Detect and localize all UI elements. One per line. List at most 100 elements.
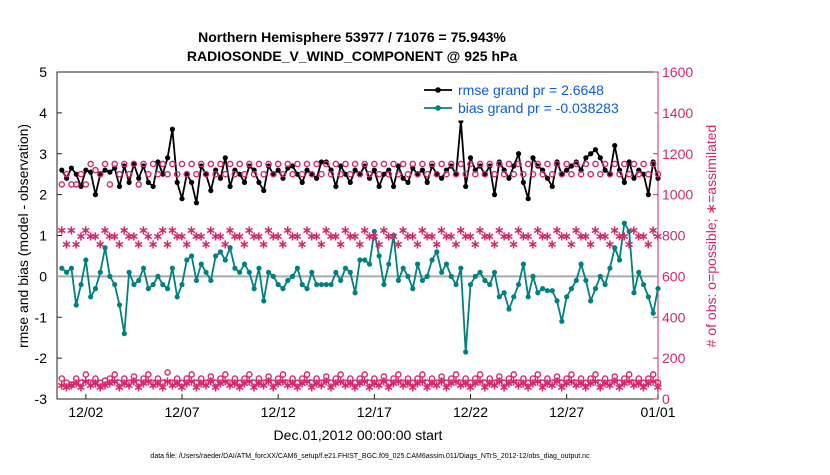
series-point xyxy=(501,290,507,296)
obs-possible-marker xyxy=(178,160,186,168)
series-point xyxy=(390,232,397,239)
obs-assimilated-marker: ∗ xyxy=(566,374,577,389)
series-point xyxy=(602,167,608,173)
series-point xyxy=(208,187,214,194)
series-point xyxy=(97,171,103,177)
series-point xyxy=(616,257,623,263)
obs-assimilated-marker: ∗ xyxy=(278,374,289,389)
series-point xyxy=(564,167,570,173)
series-point xyxy=(73,302,79,308)
obs-assimilated-marker: ∗ xyxy=(128,374,139,389)
obs-assimilated-marker: ∗ xyxy=(181,376,192,391)
obs-assimilated-marker: ∗ xyxy=(364,229,375,244)
y-left-tick-label: 4 xyxy=(39,105,47,121)
obs-possible-marker xyxy=(241,170,248,178)
obs-assimilated-marker: ∗ xyxy=(614,380,625,395)
obs-possible-marker xyxy=(145,170,152,178)
obs-assimilated-marker: ∗ xyxy=(61,380,72,395)
obs-possible-marker xyxy=(548,170,556,178)
obs-assimilated-marker: ∗ xyxy=(229,376,240,391)
series-point xyxy=(179,196,185,202)
x-tick-label: 12/07 xyxy=(164,404,199,420)
obs-possible-marker xyxy=(438,373,445,380)
series-point xyxy=(390,183,397,190)
obs-possible-marker xyxy=(231,375,239,382)
series-point xyxy=(482,277,488,284)
obs-assimilated-marker: ∗ xyxy=(109,229,120,244)
obs-assimilated-marker: ∗ xyxy=(403,376,414,391)
obs-assimilated-marker: ∗ xyxy=(167,222,178,237)
obs-possible-marker xyxy=(87,379,94,386)
obs-assimilated-marker: ∗ xyxy=(403,229,414,244)
y-right-tick-label: 800 xyxy=(662,228,686,244)
series-point xyxy=(366,261,373,267)
series-point xyxy=(588,298,594,304)
obs-assimilated-marker: ∗ xyxy=(460,376,471,391)
y-left-tick-label: 5 xyxy=(39,64,47,80)
obs-possible-marker xyxy=(515,379,522,386)
series-point xyxy=(650,310,656,316)
obs-possible-marker xyxy=(423,170,431,178)
obs-possible-marker xyxy=(423,379,431,386)
series-point xyxy=(116,302,123,308)
obs-possible-marker xyxy=(443,379,450,386)
obs-possible-marker xyxy=(318,170,325,178)
obs-assimilated-marker: ∗ xyxy=(585,237,596,252)
obs-possible-marker xyxy=(539,379,546,386)
obs-possible-marker xyxy=(173,375,181,382)
obs-possible-marker xyxy=(111,160,118,168)
obs-possible-marker xyxy=(399,160,407,168)
series-point xyxy=(304,167,310,173)
obs-possible-marker xyxy=(197,375,205,382)
series-point xyxy=(97,269,103,275)
obs-possible-marker xyxy=(491,170,498,178)
series-point xyxy=(189,179,195,185)
series-point xyxy=(443,261,450,267)
obs-assimilated-marker: ∗ xyxy=(253,229,264,244)
obs-possible-marker xyxy=(121,375,128,382)
obs-assimilated-marker: ∗ xyxy=(648,374,659,389)
obs-assimilated-marker: ∗ xyxy=(422,380,433,395)
obs-possible-marker xyxy=(313,375,320,382)
obs-possible-marker xyxy=(500,170,508,178)
obs-possible-marker xyxy=(72,181,80,188)
obs-assimilated-marker: ∗ xyxy=(191,229,202,244)
obs-assimilated-marker: ∗ xyxy=(124,378,135,393)
obs-possible-marker xyxy=(611,160,619,168)
obs-assimilated-marker: ∗ xyxy=(595,229,606,244)
series-point xyxy=(107,169,113,175)
obs-possible-marker xyxy=(101,160,109,168)
obs-possible-marker xyxy=(433,379,441,386)
obs-possible-marker xyxy=(582,160,590,168)
obs-assimilated-marker: ∗ xyxy=(215,376,226,391)
obs-possible-marker xyxy=(342,160,349,168)
series-point xyxy=(347,269,353,275)
obs-possible-marker xyxy=(587,375,594,382)
obs-assimilated-marker: ∗ xyxy=(576,229,587,244)
obs-possible-marker xyxy=(635,170,643,178)
series-point xyxy=(164,286,171,292)
obs-possible-marker xyxy=(520,170,527,178)
obs-possible-marker xyxy=(342,379,349,386)
obs-assimilated-marker: ∗ xyxy=(157,222,168,237)
series-point xyxy=(217,249,224,255)
obs-possible-marker xyxy=(87,160,94,168)
obs-possible-marker xyxy=(366,170,373,178)
series-point xyxy=(520,179,526,185)
obs-possible-marker xyxy=(125,379,133,386)
obs-possible-marker xyxy=(414,375,421,382)
obs-possible-marker xyxy=(491,379,498,386)
obs-possible-marker xyxy=(255,160,263,168)
obs-assimilated-marker: ∗ xyxy=(609,222,620,237)
obs-possible-marker xyxy=(544,375,551,382)
obs-possible-marker xyxy=(471,375,479,382)
obs-possible-marker xyxy=(361,160,369,168)
obs-assimilated-marker: ∗ xyxy=(239,376,250,391)
series-point xyxy=(92,192,99,198)
obs-assimilated-marker: ∗ xyxy=(273,376,284,391)
obs-assimilated-marker: ∗ xyxy=(133,380,144,395)
series-point xyxy=(184,257,190,263)
obs-assimilated-marker: ∗ xyxy=(321,222,332,237)
obs-assimilated-marker: ∗ xyxy=(653,380,664,395)
obs-possible-marker xyxy=(265,160,272,168)
